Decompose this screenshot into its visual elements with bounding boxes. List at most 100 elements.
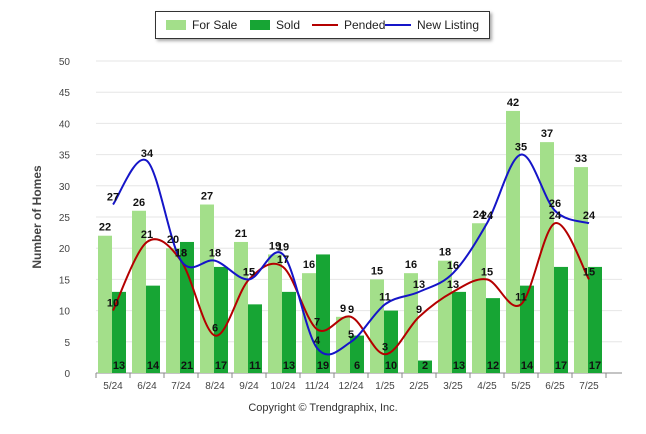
bar-for-sale [336,316,350,373]
new-listing-line-icon [385,24,411,26]
sold-value-label: 12 [487,360,499,372]
pended-value-label: 24 [549,210,562,222]
x-tick-label: 6/25 [545,381,565,392]
bar-sold [452,291,466,373]
for-sale-value-label: 33 [575,153,587,165]
bar-sold [112,291,126,373]
legend-label-for-sale: For Sale [192,18,238,32]
new-listing-value-label: 13 [413,279,425,291]
new-listing-value-label: 34 [141,148,154,160]
bars [98,110,602,374]
bar-for-sale [404,273,418,373]
for-sale-value-label: 24 [473,209,486,221]
bar-sold [418,360,432,373]
legend-item-sold[interactable]: Sold [250,12,300,38]
x-tick-label: 4/25 [477,381,497,392]
sold-value-label: 17 [215,360,227,372]
legend: For Sale Sold Pended New Listing [155,11,490,39]
bar-sold [486,298,500,373]
y-tick-label: 30 [59,182,71,193]
y-axis: 0 5 10 15 20 25 30 35 40 45 50 [59,57,71,380]
pended-value-label: 21 [141,229,153,241]
bar-for-sale [132,210,146,373]
bar-for-sale [472,223,486,373]
new-listing-value-label: 18 [209,248,221,260]
bar-for-sale [268,254,282,373]
y-tick-label: 25 [59,213,71,224]
for-sale-value-label: 16 [405,259,417,271]
bar-for-sale [166,248,180,373]
sold-value-label: 14 [521,360,534,372]
bar-for-sale [540,142,554,373]
x-tick-label: 1/25 [375,381,395,392]
pended-value-label: 18 [175,248,187,260]
pended-line-icon [312,24,338,26]
for-sale-value-label: 27 [201,191,213,203]
sold-swatch-icon [250,20,270,30]
for-sale-swatch-icon [166,20,186,30]
pended-line [112,222,590,356]
for-sale-value-label: 21 [235,228,247,240]
bar-sold [214,266,228,373]
for-sale-value-label: 20 [167,234,179,246]
new-listing-value-label: 15 [243,266,255,278]
legend-label-sold: Sold [276,18,301,32]
pended-value-label: 11 [515,291,527,303]
for-sale-value-label: 18 [439,247,451,259]
pended-value-label: 15 [243,266,255,278]
x-tick-label: 8/24 [205,381,225,392]
pended-value-label: 15 [481,266,493,278]
y-tick-label: 45 [59,88,71,99]
sold-value-label: 13 [453,360,465,372]
bar-for-sale [506,110,520,374]
pended-value-label: 17 [277,254,289,266]
y-axis-label: Number of Homes [30,165,44,269]
for-sale-value-label: 15 [371,265,383,277]
y-tick-label: 15 [59,275,71,286]
bar-sold [384,310,398,373]
x-axis: 5/24 6/24 7/24 8/24 9/24 10/24 11/24 12/24 1/25 2… [95,372,622,392]
legend-item-for-sale[interactable]: For Sale [166,12,237,38]
legend-item-pended[interactable]: Pended [312,12,385,38]
x-tick-label: 3/25 [443,381,463,392]
bar-for-sale [438,260,452,373]
for-sale-value-label: 19 [269,240,281,252]
pended-value-label: 15 [583,266,595,278]
bar-sold [146,285,160,373]
x-tick-label: 2/25 [409,381,429,392]
for-sale-value-label: 22 [99,222,111,234]
y-tick-label: 5 [64,338,70,349]
sold-value-label: 10 [385,360,397,372]
new-listing-value-label: 24 [481,210,494,222]
bar-sold [316,254,330,373]
pended-value-label: 9 [416,304,422,316]
bar-sold [248,304,262,373]
bar-sold [180,241,194,373]
sold-value-label: 21 [181,360,193,372]
pended-value-label: 6 [212,323,218,335]
legend-item-new-listing[interactable]: New Listing [385,12,479,38]
bar-sold [520,285,534,373]
new-listing-value-label: 27 [107,192,119,204]
new-listing-value-label: 16 [447,260,459,272]
x-tick-label: 7/24 [171,381,191,392]
new-listing-value-label: 24 [583,210,596,222]
y-tick-label: 35 [59,151,71,162]
bar-for-sale [574,167,588,373]
y-tick-label: 0 [64,369,70,380]
bar-sold [282,291,296,373]
y-tick-label: 20 [59,244,71,255]
sold-value-label: 6 [354,360,360,372]
bar-for-sale [200,204,214,373]
sold-value-label: 13 [283,360,295,372]
for-sale-value-label: 37 [541,128,553,140]
y-tick-label: 50 [59,57,71,68]
pended-value-label: 3 [382,341,388,353]
lines [112,153,590,356]
x-tick-label: 5/25 [511,381,531,392]
bar-sold [554,266,568,373]
for-sale-value-label: 42 [507,97,519,109]
new-listing-value-label: 26 [549,198,561,210]
